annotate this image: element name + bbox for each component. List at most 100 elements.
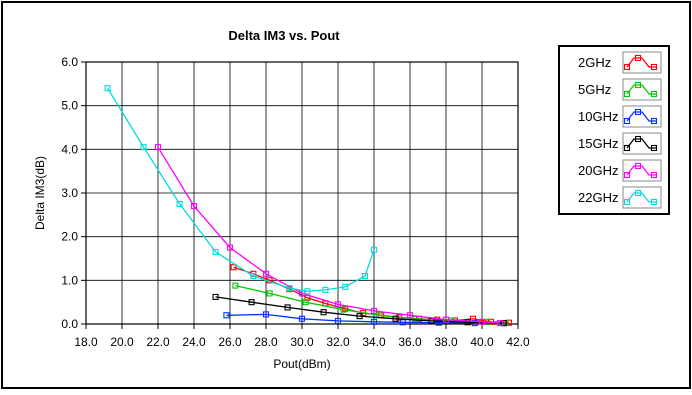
data-point (478, 318, 486, 325)
y-tick-label: 6.0 (61, 55, 78, 69)
data-point (442, 316, 450, 323)
data-point (250, 272, 257, 280)
data-point (212, 248, 219, 255)
legend-swatch-marker (650, 117, 658, 125)
series-20ghz (154, 144, 504, 327)
series-line (226, 313, 475, 324)
data-point (361, 272, 369, 280)
series-line (157, 146, 501, 324)
data-point (154, 144, 162, 151)
series-10ghz (223, 311, 478, 327)
data-point (140, 144, 147, 151)
data-point (334, 301, 342, 308)
legend-swatch-marker (650, 198, 658, 206)
legend-swatch-marker (623, 90, 631, 98)
data-point (176, 200, 183, 207)
legend-swatch-marker (623, 144, 631, 152)
data-point (340, 306, 347, 313)
data-point (302, 299, 309, 306)
series-lines (104, 85, 513, 327)
legend-swatch-marker (623, 198, 631, 206)
legend-swatch-marker (623, 63, 631, 71)
data-point (223, 312, 230, 319)
data-point (266, 290, 273, 297)
data-point (370, 307, 378, 314)
series-line (215, 296, 504, 324)
data-point (262, 311, 270, 318)
x-tick-label: 32.0 (326, 335, 350, 349)
y-axis-label: Delta IM3(dB) (33, 156, 47, 230)
legend-swatch-marker (634, 189, 642, 197)
data-point (496, 320, 504, 327)
data-point (286, 285, 293, 292)
data-point (435, 319, 442, 326)
data-point (392, 315, 399, 322)
data-point (370, 246, 378, 253)
legend-item-5ghz: 5GHz (578, 78, 662, 101)
legend-swatch-marker (623, 117, 631, 125)
legend-item-20ghz: 20GHz (578, 159, 662, 182)
data-point (284, 304, 291, 311)
legend-swatch-marker (634, 162, 642, 170)
y-tick-label: 4.0 (61, 142, 78, 156)
legend-swatch-marker (634, 81, 642, 89)
series-line (107, 87, 375, 292)
legend-swatch-marker (634, 135, 642, 143)
legend: 2GHz 5GHz 10GHz 15GHz 20GHz 22GHz (558, 45, 670, 215)
y-tick-label: 5.0 (61, 99, 78, 113)
legend-box (558, 45, 670, 215)
x-tick-label: 24.0 (182, 335, 206, 349)
axis-ticks: 18.0 20.0 22.0 24.0 26.0 28.0 30.0 32.0 34.0 36.0… (61, 55, 530, 349)
x-tick-label: 18.0 (74, 335, 98, 349)
x-tick-label: 42.0 (506, 335, 530, 349)
x-tick-label: 30.0 (290, 335, 314, 349)
x-tick-label: 20.0 (110, 335, 134, 349)
data-point (298, 315, 306, 322)
legend-swatch-marker (650, 90, 658, 98)
legend-label: 10GHz (578, 109, 618, 124)
data-point (356, 313, 363, 320)
data-point (262, 270, 270, 277)
data-point (304, 288, 311, 295)
data-point (406, 312, 414, 319)
legend-swatch-marker (634, 54, 642, 62)
x-tick-label: 40.0 (470, 335, 494, 349)
data-point (248, 299, 255, 306)
data-point (320, 309, 327, 316)
x-tick-label: 38.0 (434, 335, 458, 349)
data-point (334, 317, 342, 324)
legend-swatch-marker (650, 171, 658, 179)
legend-item-2ghz: 2GHz (578, 51, 662, 74)
x-tick-label: 36.0 (398, 335, 422, 349)
x-tick-label: 22.0 (146, 335, 170, 349)
legend-item-10ghz: 10GHz (578, 105, 662, 128)
legend-swatch-marker (650, 63, 658, 71)
legend-label: 2GHz (578, 55, 611, 70)
legend-item-15ghz: 15GHz (578, 132, 662, 155)
x-tick-label: 26.0 (218, 335, 242, 349)
data-point (212, 293, 219, 300)
data-point (464, 319, 471, 326)
data-point (230, 264, 237, 271)
series-15ghz (212, 293, 507, 327)
legend-item-22ghz: 22GHz (578, 186, 662, 209)
data-point (226, 244, 234, 251)
y-tick-label: 1.0 (61, 273, 78, 287)
legend-label: 22GHz (578, 190, 618, 205)
y-tick-label: 0.0 (61, 317, 78, 331)
x-tick-label: 28.0 (254, 335, 278, 349)
data-point (322, 286, 329, 293)
data-point (342, 283, 349, 290)
x-axis-label: Pout(dBm) (273, 357, 330, 371)
chart-title: Delta IM3 vs. Pout (228, 28, 340, 43)
data-point (370, 318, 378, 325)
y-tick-label: 2.0 (61, 230, 78, 244)
data-point (500, 320, 507, 327)
data-point (232, 282, 239, 289)
legend-swatch-marker (634, 108, 642, 116)
data-point (190, 203, 198, 210)
data-point (104, 85, 111, 92)
x-tick-label: 34.0 (362, 335, 386, 349)
